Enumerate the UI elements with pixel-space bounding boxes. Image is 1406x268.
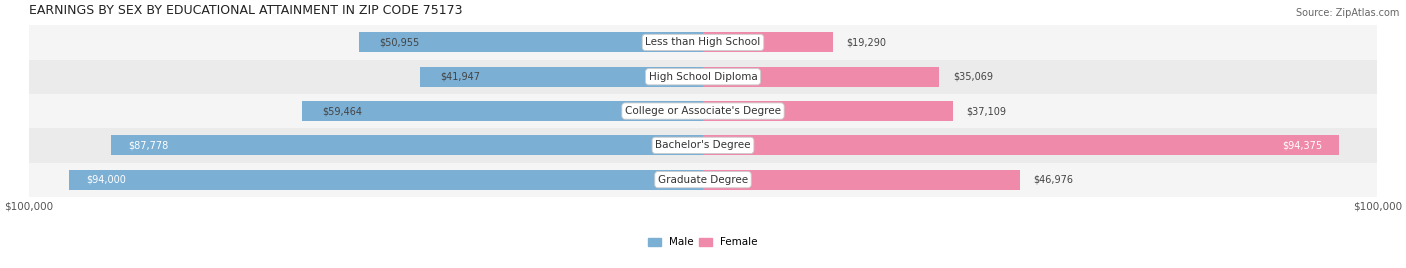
- Text: High School Diploma: High School Diploma: [648, 72, 758, 82]
- Text: $46,976: $46,976: [1033, 175, 1073, 185]
- Text: EARNINGS BY SEX BY EDUCATIONAL ATTAINMENT IN ZIP CODE 75173: EARNINGS BY SEX BY EDUCATIONAL ATTAINMEN…: [28, 4, 463, 17]
- Text: Bachelor's Degree: Bachelor's Degree: [655, 140, 751, 150]
- Bar: [703, 67, 939, 87]
- Legend: Male, Female: Male, Female: [644, 233, 762, 252]
- Bar: [420, 67, 703, 87]
- Text: Graduate Degree: Graduate Degree: [658, 175, 748, 185]
- Bar: [703, 170, 1019, 190]
- Bar: [703, 32, 834, 52]
- Text: $87,778: $87,778: [128, 140, 169, 150]
- Bar: [703, 135, 1340, 155]
- Bar: [28, 128, 1378, 162]
- Bar: [69, 170, 703, 190]
- Text: $35,069: $35,069: [953, 72, 993, 82]
- Bar: [28, 59, 1378, 94]
- Bar: [703, 101, 953, 121]
- Text: $59,464: $59,464: [322, 106, 363, 116]
- Bar: [28, 94, 1378, 128]
- Text: $41,947: $41,947: [440, 72, 481, 82]
- Bar: [28, 25, 1378, 59]
- Bar: [28, 162, 1378, 197]
- Text: College or Associate's Degree: College or Associate's Degree: [626, 106, 780, 116]
- Text: $37,109: $37,109: [967, 106, 1007, 116]
- Text: $94,375: $94,375: [1282, 140, 1323, 150]
- Text: Less than High School: Less than High School: [645, 38, 761, 47]
- Text: $94,000: $94,000: [86, 175, 127, 185]
- Bar: [302, 101, 703, 121]
- Bar: [111, 135, 703, 155]
- Text: $19,290: $19,290: [846, 38, 887, 47]
- Bar: [360, 32, 703, 52]
- Text: $50,955: $50,955: [380, 38, 420, 47]
- Text: Source: ZipAtlas.com: Source: ZipAtlas.com: [1295, 8, 1399, 18]
